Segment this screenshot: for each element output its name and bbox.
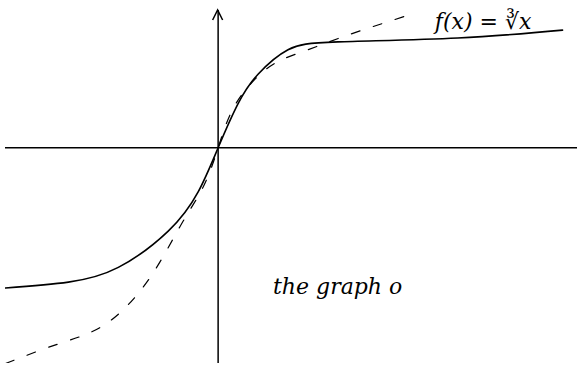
svg-text:the graph o: the graph o bbox=[273, 274, 402, 299]
svg-text:f(x) = ∛x: f(x) = ∛x bbox=[433, 8, 532, 34]
